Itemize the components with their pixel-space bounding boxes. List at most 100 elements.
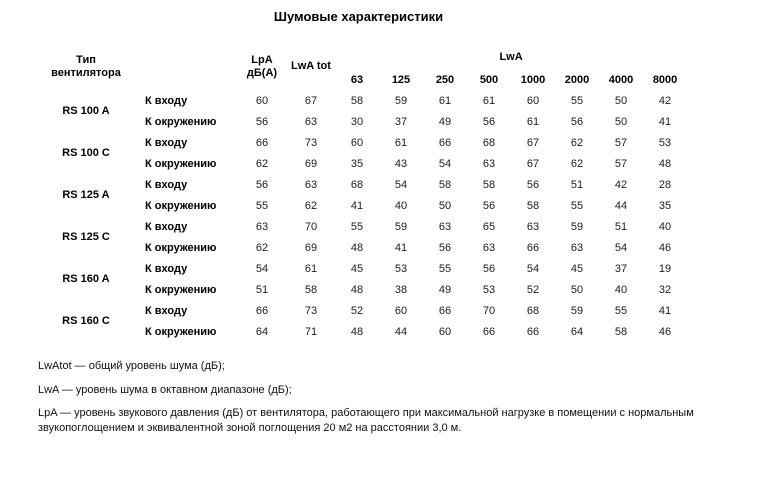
band-value-125: 59: [394, 94, 408, 107]
measurement-point-label: К входу: [145, 178, 188, 191]
band-value-250: 55: [438, 262, 452, 275]
band-value-63: 30: [350, 115, 364, 128]
band-value-125: 59: [394, 220, 408, 233]
band-value-250: 63: [438, 220, 452, 233]
header-lwa-tot: LwA tot: [291, 60, 331, 73]
band-value-2000: 63: [570, 241, 584, 254]
table-row: К окружению 55 62 41 40 50 56 58 55 44 3…: [30, 195, 687, 216]
table-header: Тип вентилятора LpA дБ(A) LwA tot LwA 63…: [30, 44, 687, 90]
header-band-500: 500: [479, 74, 499, 87]
measurement-point-label: К входу: [145, 220, 188, 233]
band-value-1000: 60: [526, 94, 540, 107]
header-band-4000: 4000: [608, 74, 634, 87]
header-lpa: LpA дБ(A): [237, 44, 287, 90]
band-value-63: 41: [350, 199, 364, 212]
measurement-point-label: К окружению: [145, 157, 217, 170]
band-value-2000: 45: [570, 262, 584, 275]
band-value-2000: 56: [570, 115, 584, 128]
lwa-tot-value: 67: [304, 94, 318, 107]
band-value-1000: 63: [526, 220, 540, 233]
lwa-tot-value: 71: [304, 325, 318, 338]
band-value-4000: 51: [614, 220, 628, 233]
band-value-250: 61: [438, 94, 452, 107]
band-value-125: 41: [394, 241, 408, 254]
lwa-tot-value: 73: [304, 136, 318, 149]
header-band-63: 63: [350, 74, 364, 87]
band-value-4000: 57: [614, 136, 628, 149]
measurement-point-label: К окружению: [145, 325, 217, 338]
band-value-500: 56: [482, 115, 496, 128]
band-value-8000: 40: [658, 220, 672, 233]
band-value-63: 68: [350, 178, 364, 191]
band-value-2000: 50: [570, 283, 584, 296]
table-row: RS 100 A К входу 60 67 58 59 61 61 60 55…: [30, 90, 687, 118]
fan-type-label: RS 125 C: [62, 231, 110, 243]
band-value-250: 66: [438, 136, 452, 149]
fan-type-label: RS 160 C: [62, 315, 110, 327]
header-band-125: 125: [391, 74, 411, 87]
measurement-point-label: К входу: [145, 262, 188, 275]
band-value-1000: 67: [526, 157, 540, 170]
band-value-500: 63: [482, 157, 496, 170]
band-value-250: 54: [438, 157, 452, 170]
band-value-8000: 42: [658, 94, 672, 107]
band-value-2000: 59: [570, 304, 584, 317]
band-value-125: 43: [394, 157, 408, 170]
band-value-125: 40: [394, 199, 408, 212]
band-value-4000: 50: [614, 94, 628, 107]
fan-type-label: RS 100 C: [62, 147, 110, 159]
fan-type-label: RS 100 A: [62, 105, 110, 117]
lpa-value: 60: [255, 94, 269, 107]
table-row: К окружению 51 58 48 38 49 53 52 50 40 3…: [30, 279, 687, 300]
header-lwa-group: LwA: [499, 51, 523, 64]
band-value-2000: 64: [570, 325, 584, 338]
band-value-1000: 56: [526, 178, 540, 191]
lpa-value: 56: [255, 115, 269, 128]
band-value-4000: 42: [614, 178, 628, 191]
band-value-1000: 66: [526, 325, 540, 338]
lwa-tot-value: 69: [304, 241, 318, 254]
lpa-value: 54: [255, 262, 269, 275]
band-value-2000: 55: [570, 94, 584, 107]
measurement-point-label: К окружению: [145, 283, 217, 296]
band-value-4000: 44: [614, 199, 628, 212]
lwa-tot-value: 63: [304, 115, 318, 128]
header-direction-empty: [142, 44, 237, 90]
band-value-4000: 50: [614, 115, 628, 128]
band-value-8000: 19: [658, 262, 672, 275]
noise-characteristics-table: Тип вентилятора LpA дБ(A) LwA tot LwA 63…: [30, 44, 687, 342]
table-body: RS 100 A К входу 60 67 58 59 61 61 60 55…: [30, 90, 687, 342]
lpa-value: 64: [255, 325, 269, 338]
lwa-tot-value: 62: [304, 199, 318, 212]
band-value-63: 52: [350, 304, 364, 317]
measurement-point-label: К входу: [145, 94, 188, 107]
band-value-125: 37: [394, 115, 408, 128]
table-row: К окружению 56 63 30 37 49 56 61 56 50 4…: [30, 111, 687, 132]
table-row: К окружению 62 69 35 43 54 63 67 62 57 4…: [30, 153, 687, 174]
band-value-4000: 37: [614, 262, 628, 275]
measurement-point-label: К входу: [145, 136, 188, 149]
band-value-8000: 28: [658, 178, 672, 191]
band-value-125: 60: [394, 304, 408, 317]
band-value-250: 49: [438, 283, 452, 296]
band-value-500: 61: [482, 94, 496, 107]
band-value-8000: 46: [658, 325, 672, 338]
band-value-500: 56: [482, 262, 496, 275]
table-row: RS 160 A К входу 54 61 45 53 55 56 54 45…: [30, 258, 687, 286]
band-value-1000: 66: [526, 241, 540, 254]
band-value-1000: 68: [526, 304, 540, 317]
band-value-2000: 59: [570, 220, 584, 233]
lpa-value: 66: [255, 136, 269, 149]
header-row-top: Тип вентилятора LpA дБ(A) LwA tot LwA: [30, 44, 687, 79]
lpa-value: 56: [255, 178, 269, 191]
header-fan-type: Тип вентилятора: [30, 44, 142, 90]
band-value-4000: 54: [614, 241, 628, 254]
band-value-63: 35: [350, 157, 364, 170]
band-value-125: 61: [394, 136, 408, 149]
band-value-63: 45: [350, 262, 364, 275]
fan-type-label: RS 125 A: [62, 189, 110, 201]
band-value-250: 50: [438, 199, 452, 212]
measurement-point-label: К окружению: [145, 241, 217, 254]
table-row: К окружению 62 69 48 41 56 63 66 63 54 4…: [30, 237, 687, 258]
band-value-63: 48: [350, 241, 364, 254]
